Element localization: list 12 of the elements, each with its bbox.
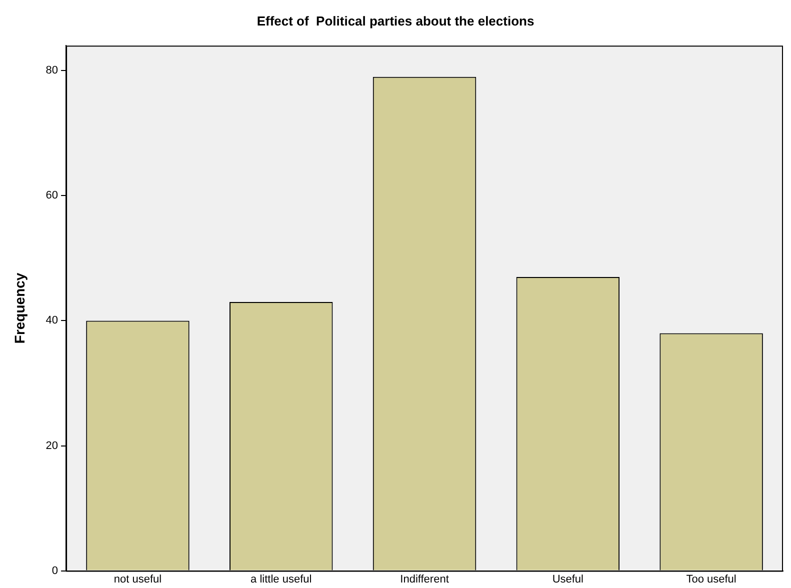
y-axis-title: Frequency <box>11 272 28 344</box>
x-tick-label: Useful <box>552 573 584 586</box>
y-tick-label: 0 <box>52 564 58 577</box>
x-tick-label: Too useful <box>686 573 736 586</box>
x-tick-label: Indifferent <box>400 573 449 586</box>
y-tick-label: 80 <box>46 64 58 77</box>
chart-title: Effect of Political parties about the elections <box>256 13 534 28</box>
x-tick-label: a little useful <box>250 573 312 586</box>
y-tick-label: 40 <box>46 314 58 327</box>
y-tick-label: 60 <box>46 190 58 202</box>
x-tick-label: not useful <box>114 573 162 586</box>
y-tick-label: 20 <box>46 440 58 452</box>
